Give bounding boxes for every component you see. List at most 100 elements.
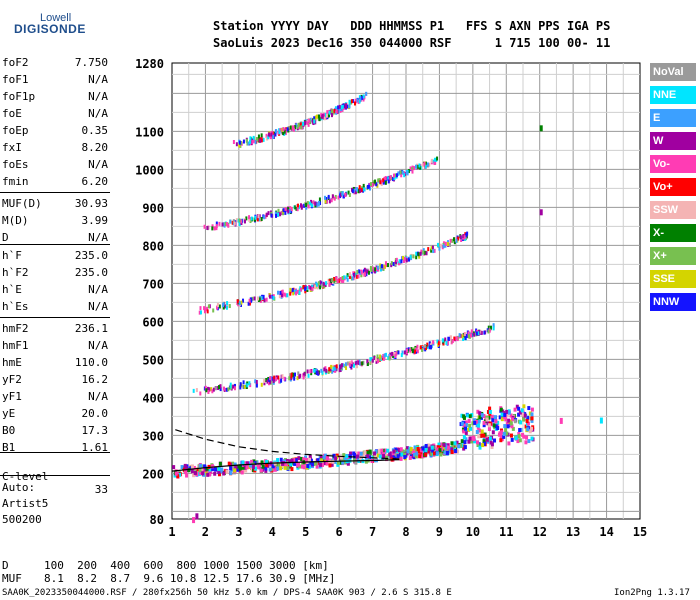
- echo-point: [267, 211, 270, 216]
- echo-point: [482, 433, 486, 438]
- y-tick-label: 900: [142, 201, 164, 215]
- echo-point: [246, 141, 249, 146]
- echo-point: [275, 129, 278, 134]
- echo-point: [500, 417, 504, 422]
- echo-point: [393, 455, 397, 460]
- echo-points: [172, 91, 603, 524]
- echo-point: [386, 176, 389, 181]
- echo-point: [238, 222, 241, 227]
- param-key: hmF1: [2, 339, 29, 352]
- echo-point: [208, 467, 212, 472]
- echo-point: [285, 293, 288, 298]
- echo-point: [524, 440, 528, 445]
- echo-point: [270, 132, 273, 137]
- echo-point: [480, 330, 483, 335]
- echo-point: [499, 438, 503, 443]
- echo-point: [279, 457, 283, 462]
- echo-point: [340, 278, 343, 283]
- echo-point: [419, 165, 422, 170]
- echo-point: [364, 459, 368, 464]
- echo-point: [480, 433, 484, 438]
- echo-point: [397, 350, 400, 355]
- echo-point: [218, 461, 222, 466]
- echo-point: [239, 143, 242, 148]
- echo-point: [282, 211, 285, 216]
- echo-point: [488, 328, 491, 333]
- param-value: 236.1: [74, 322, 108, 335]
- echo-point: [190, 464, 194, 469]
- param-row: yF2 16.2: [2, 373, 108, 390]
- echo-point: [309, 117, 312, 122]
- echo-point: [272, 134, 275, 139]
- panel-separator: [0, 475, 110, 476]
- echo-point: [382, 354, 385, 359]
- echo-point: [210, 387, 213, 392]
- echo-point: [257, 214, 260, 219]
- echo-point: [462, 423, 466, 428]
- echo-point: [283, 131, 286, 136]
- echo-point: [227, 387, 230, 392]
- echo-point: [475, 331, 478, 336]
- echo-point: [516, 439, 520, 444]
- echo-point: [442, 445, 446, 450]
- echo-point: [306, 201, 309, 206]
- echo-point: [462, 446, 466, 451]
- header-values: SaoLuis 2023 Dec16 350 044000 RSF 1 715 …: [213, 36, 611, 50]
- echo-point: [383, 264, 386, 269]
- echo-point: [453, 441, 457, 446]
- echo-point: [386, 448, 390, 453]
- param-row: h`F2 235.0: [2, 266, 108, 283]
- echo-point: [409, 447, 413, 452]
- echo-point: [385, 455, 389, 460]
- echo-point: [322, 284, 325, 289]
- echo-point: [209, 469, 213, 474]
- echo-point: [222, 305, 225, 310]
- echo-point: [260, 460, 264, 465]
- echo-point: [277, 375, 280, 380]
- echo-point: [369, 182, 372, 187]
- echo-point: [322, 281, 325, 286]
- echo-point: [346, 273, 349, 278]
- echo-point: [178, 472, 182, 477]
- echo-point: [409, 166, 412, 171]
- echo-point: [393, 355, 396, 360]
- echo-point: [332, 366, 335, 371]
- echo-point: [289, 462, 293, 467]
- echo-point: [366, 185, 369, 190]
- echo-point: [464, 336, 467, 341]
- echo-point: [249, 139, 252, 144]
- echo-point: [315, 282, 318, 287]
- echo-point: [530, 412, 534, 417]
- echo-point: [439, 452, 443, 457]
- echo-point: [192, 465, 196, 470]
- footer-muf-label: MUF: [2, 572, 22, 585]
- echo-point: [399, 456, 403, 461]
- echo-point: [341, 104, 344, 109]
- echo-point: [352, 451, 356, 456]
- echo-point: [315, 464, 319, 469]
- echo-point: [488, 409, 492, 414]
- echo-point: [337, 195, 340, 200]
- echo-point: [502, 434, 506, 439]
- echo-point: [233, 386, 236, 391]
- param-value: 3.99: [81, 214, 109, 227]
- echo-point: [291, 288, 294, 293]
- echo-point: [327, 278, 330, 283]
- echo-point: [461, 334, 464, 339]
- param-row: foF1p N/A: [2, 90, 108, 107]
- echo-point: [307, 122, 310, 127]
- legend-item: Vo-: [650, 155, 696, 173]
- echo-point: [460, 421, 464, 426]
- echo-point: [473, 332, 476, 337]
- param-key: foF1p: [2, 90, 36, 103]
- echo-point: [201, 471, 205, 476]
- echo-point: [218, 221, 221, 226]
- echo-point: [506, 424, 510, 429]
- echo-point: [499, 434, 503, 439]
- echo-point: [232, 219, 235, 224]
- echo-point: [325, 456, 329, 461]
- echo-point: [468, 436, 472, 441]
- echo-point: [442, 443, 446, 448]
- echo-point: [530, 436, 534, 441]
- param-key: B1: [2, 441, 16, 454]
